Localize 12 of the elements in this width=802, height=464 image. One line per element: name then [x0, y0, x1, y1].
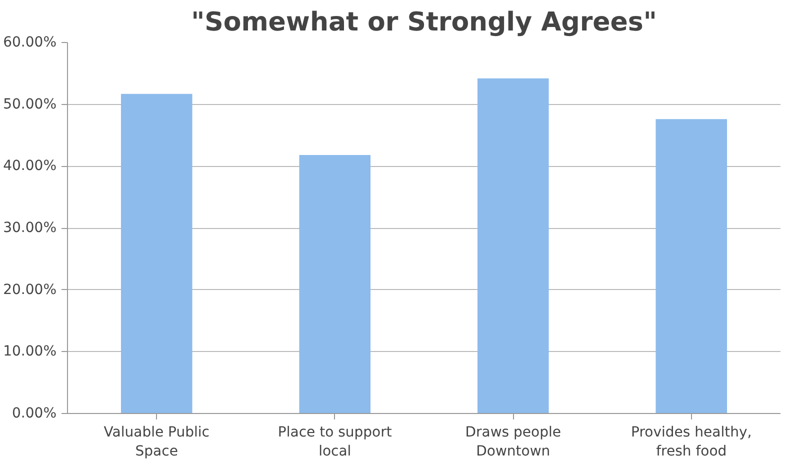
- x-tick-label: Draws people Downtown: [465, 424, 562, 460]
- x-tick-label: Place to support local: [278, 424, 392, 460]
- chart-title: "Somewhat or Strongly Agrees": [191, 8, 657, 38]
- x-tick-label: Provides healthy, fresh food: [631, 424, 752, 460]
- y-tick-label: 50.00%: [3, 96, 57, 112]
- y-tick-label: 30.00%: [3, 220, 57, 236]
- y-tick-label: 60.00%: [3, 34, 57, 50]
- y-tick-label: 0.00%: [12, 406, 57, 422]
- x-tick-label: Valuable Public Space: [104, 424, 210, 460]
- y-tick-label: 40.00%: [3, 158, 57, 174]
- y-tick-label: 10.00%: [3, 344, 57, 360]
- y-tick-label: 20.00%: [3, 282, 57, 298]
